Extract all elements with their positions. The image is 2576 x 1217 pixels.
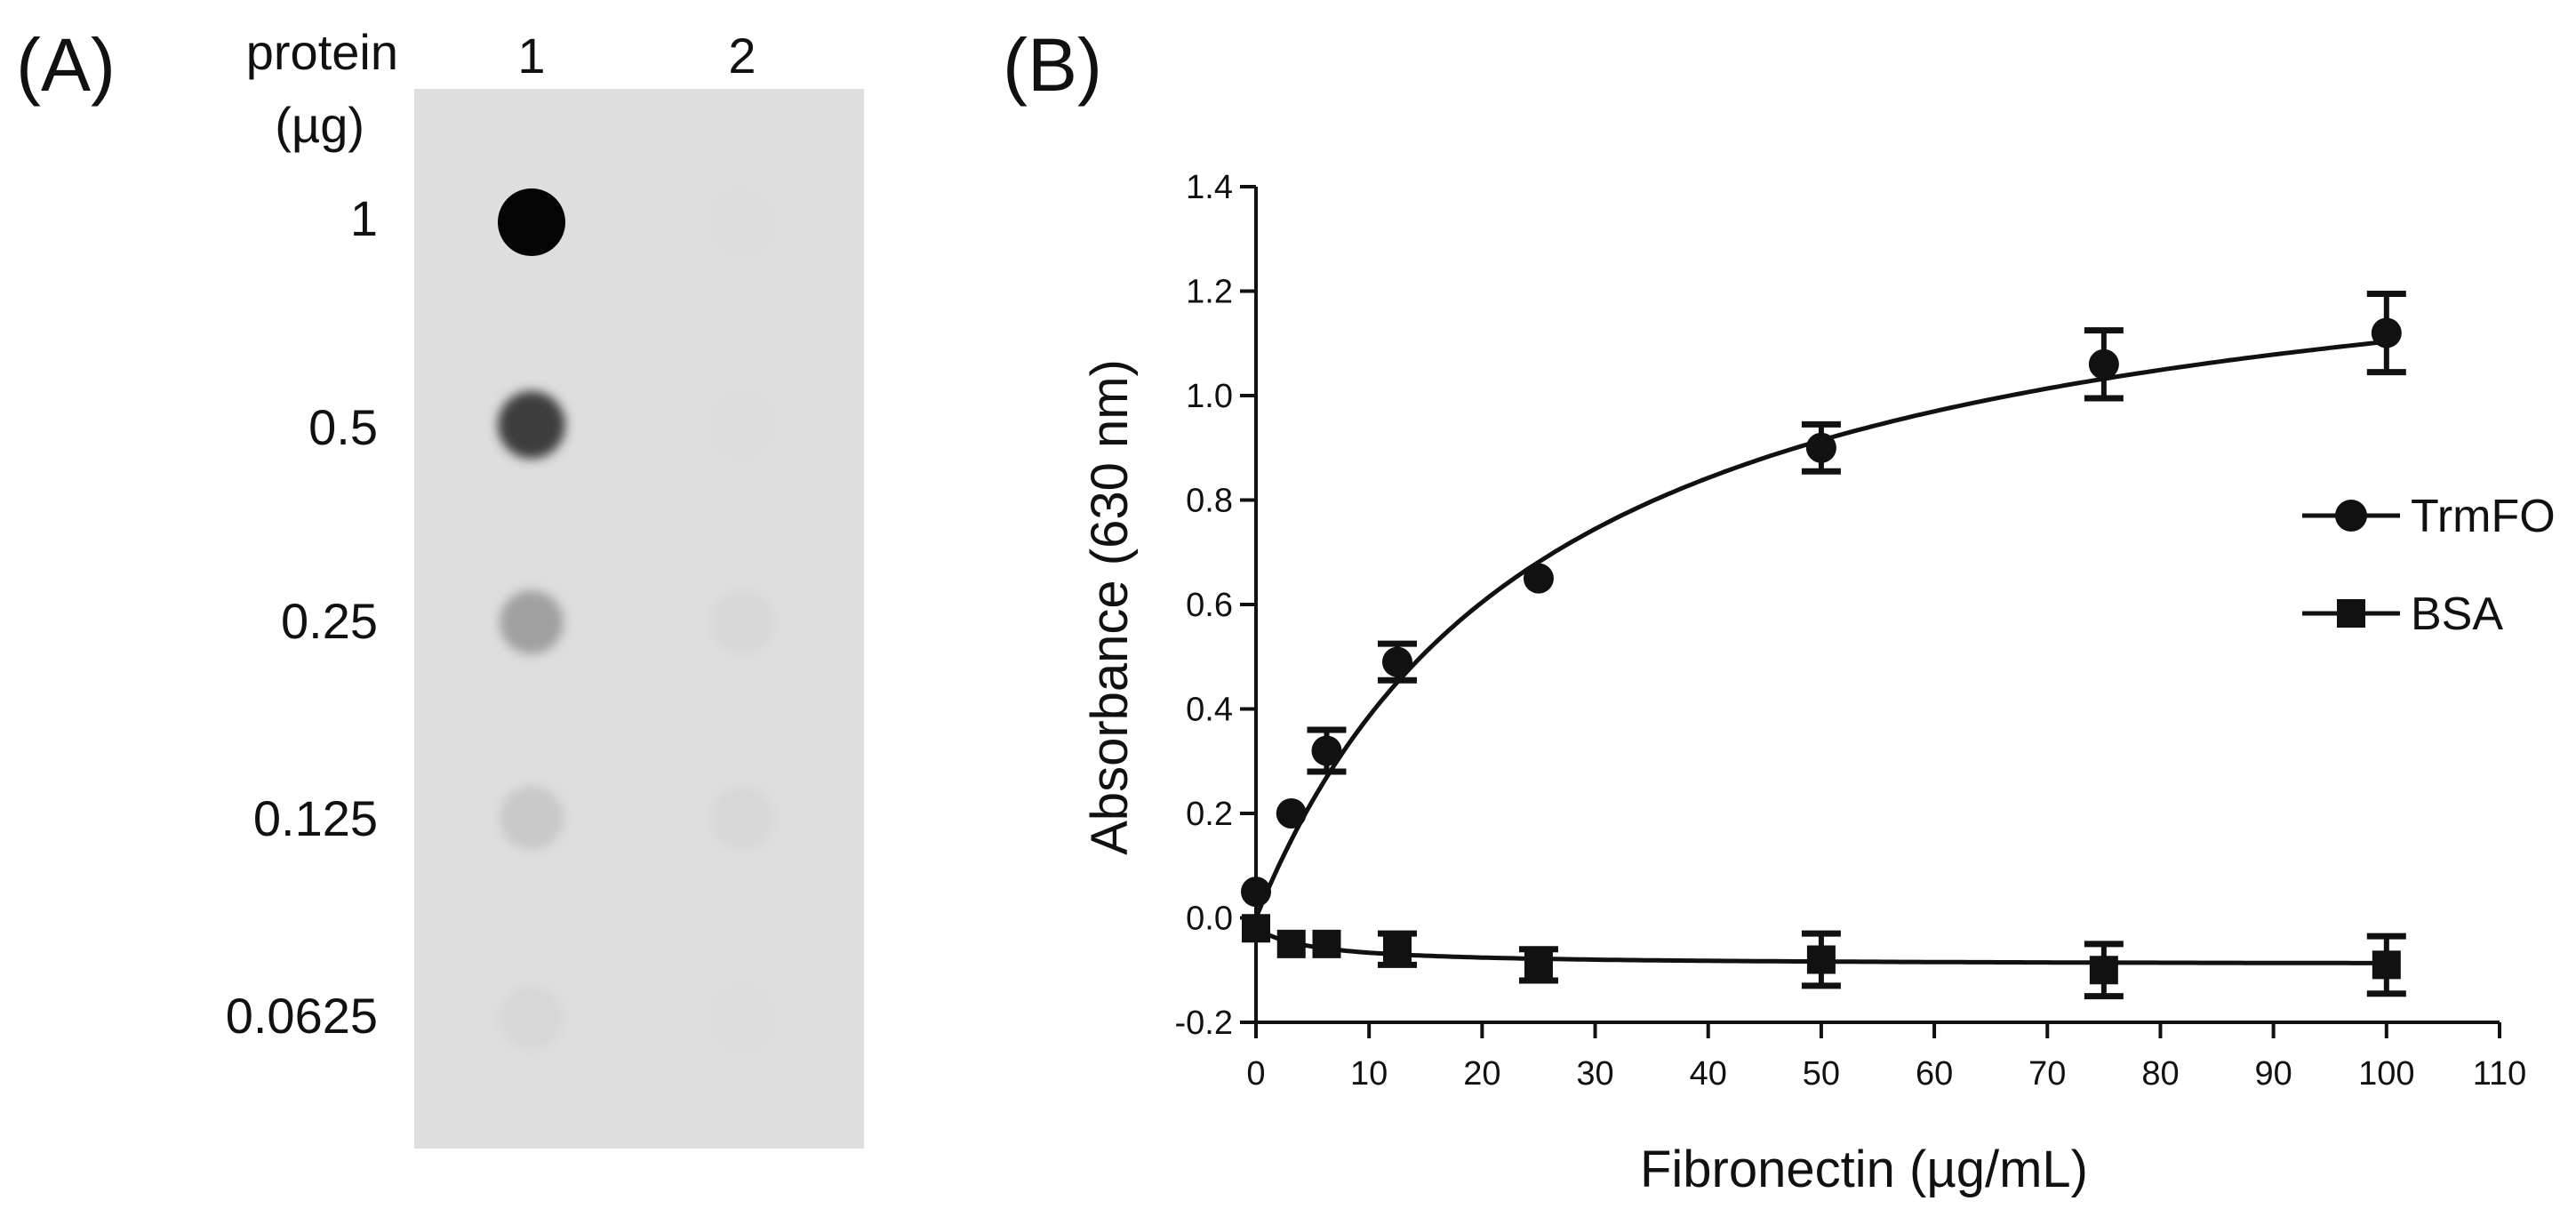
y-tick-label: 0.6 xyxy=(1186,587,1233,624)
x-tick-label: 40 xyxy=(1690,1055,1727,1093)
legend-label: TrmFO xyxy=(2411,491,2556,542)
x-tick-label: 0 xyxy=(1246,1055,1265,1093)
x-tick-label: 100 xyxy=(2358,1055,2414,1093)
y-tick-label: 0.2 xyxy=(1186,796,1233,833)
data-point-trmfo xyxy=(1523,563,1554,594)
blot-dot xyxy=(500,986,564,1050)
panel-b: (B) 0 10 20 30 40 50 60 70 80 90 100 110-0.20.00.20… xyxy=(1003,23,2556,1198)
data-point-bsa xyxy=(2089,956,2118,985)
blot-dot xyxy=(710,393,774,457)
y-axis-title: Absorbance (630 nm) xyxy=(1081,359,1139,855)
y-tick-label: 0.8 xyxy=(1186,483,1233,520)
y-tick-label: 0.0 xyxy=(1186,901,1233,938)
y-tick-label: -0.2 xyxy=(1175,1005,1233,1042)
blot-dot xyxy=(498,391,565,459)
error-bars xyxy=(1307,290,2406,1000)
x-tick-label: 110 xyxy=(2473,1055,2527,1093)
panel-b-label: (B) xyxy=(1003,23,1102,107)
lane-label-2: 2 xyxy=(728,28,756,84)
data-point-bsa xyxy=(1524,950,1553,980)
amount-label: 0.125 xyxy=(253,790,378,846)
data-markers xyxy=(1241,317,2402,985)
x-tick-label: 80 xyxy=(2141,1055,2179,1093)
data-point-bsa xyxy=(1806,945,1836,974)
data-point-trmfo xyxy=(1276,798,1307,829)
blot-dot xyxy=(500,590,564,654)
blot-membrane xyxy=(414,89,864,1149)
x-tick-label: 30 xyxy=(1576,1055,1613,1093)
amount-label: 1 xyxy=(350,190,378,246)
x-tick-label: 90 xyxy=(2254,1055,2292,1093)
x-tick-label: 10 xyxy=(1350,1055,1388,1093)
data-point-trmfo xyxy=(2371,317,2402,348)
legend-marker-square xyxy=(2337,599,2365,628)
data-point-bsa xyxy=(1312,929,1341,958)
blot-dot xyxy=(500,786,564,850)
amount-label: 0.5 xyxy=(308,399,378,455)
y-tick-label: 1.0 xyxy=(1186,378,1233,415)
blot-dot xyxy=(710,986,774,1050)
blot-dot xyxy=(710,786,774,850)
x-tick-label: 50 xyxy=(1803,1055,1840,1093)
data-point-bsa xyxy=(2372,950,2401,980)
chart-axes: 0 10 20 30 40 50 60 70 80 90 100 110 -0.2 0.0 0.2 0.4 0.… xyxy=(1175,169,2527,1093)
legend-marker-circle xyxy=(2335,500,2367,532)
amount-label: 0.25 xyxy=(281,593,378,649)
blot-dot xyxy=(710,190,774,254)
x-tick-label: 20 xyxy=(1463,1055,1500,1093)
blot-dot xyxy=(710,590,774,654)
x-tick-label: 60 xyxy=(1916,1055,1953,1093)
panel-a-label: (A) xyxy=(16,23,116,107)
y-tick-label: 1.2 xyxy=(1186,274,1233,311)
amount-labels: 1 0.5 0.25 0.125 0.0625 xyxy=(226,190,378,1044)
header-protein: protein xyxy=(246,24,398,80)
amount-label: 0.0625 xyxy=(226,988,378,1044)
x-axis-title: Fibronectin (µg/mL) xyxy=(1640,1141,2088,1198)
data-point-trmfo xyxy=(1381,646,1412,677)
blot-dot xyxy=(498,188,565,256)
lane-label-1: 1 xyxy=(517,28,545,84)
y-tick-label: 1.4 xyxy=(1186,169,1233,206)
header-unit: (µg) xyxy=(275,97,364,153)
data-point-bsa xyxy=(1382,934,1412,964)
data-point-trmfo xyxy=(2088,348,2119,380)
panel-a: (A) protein (µg) 1 2 1 0.5 0.25 0.125 0.… xyxy=(16,23,864,1149)
legend: TrmFO BSA xyxy=(2302,491,2556,640)
legend-label: BSA xyxy=(2411,588,2503,640)
data-point-bsa xyxy=(1276,929,1306,958)
data-point-trmfo xyxy=(1241,877,1271,908)
data-point-trmfo xyxy=(1311,735,1342,766)
data-point-trmfo xyxy=(1805,432,1836,463)
x-tick-label: 70 xyxy=(2028,1055,2066,1093)
blot-dots xyxy=(498,188,774,1050)
data-point-bsa xyxy=(1242,914,1270,943)
y-tick-label: 0.4 xyxy=(1186,692,1233,729)
